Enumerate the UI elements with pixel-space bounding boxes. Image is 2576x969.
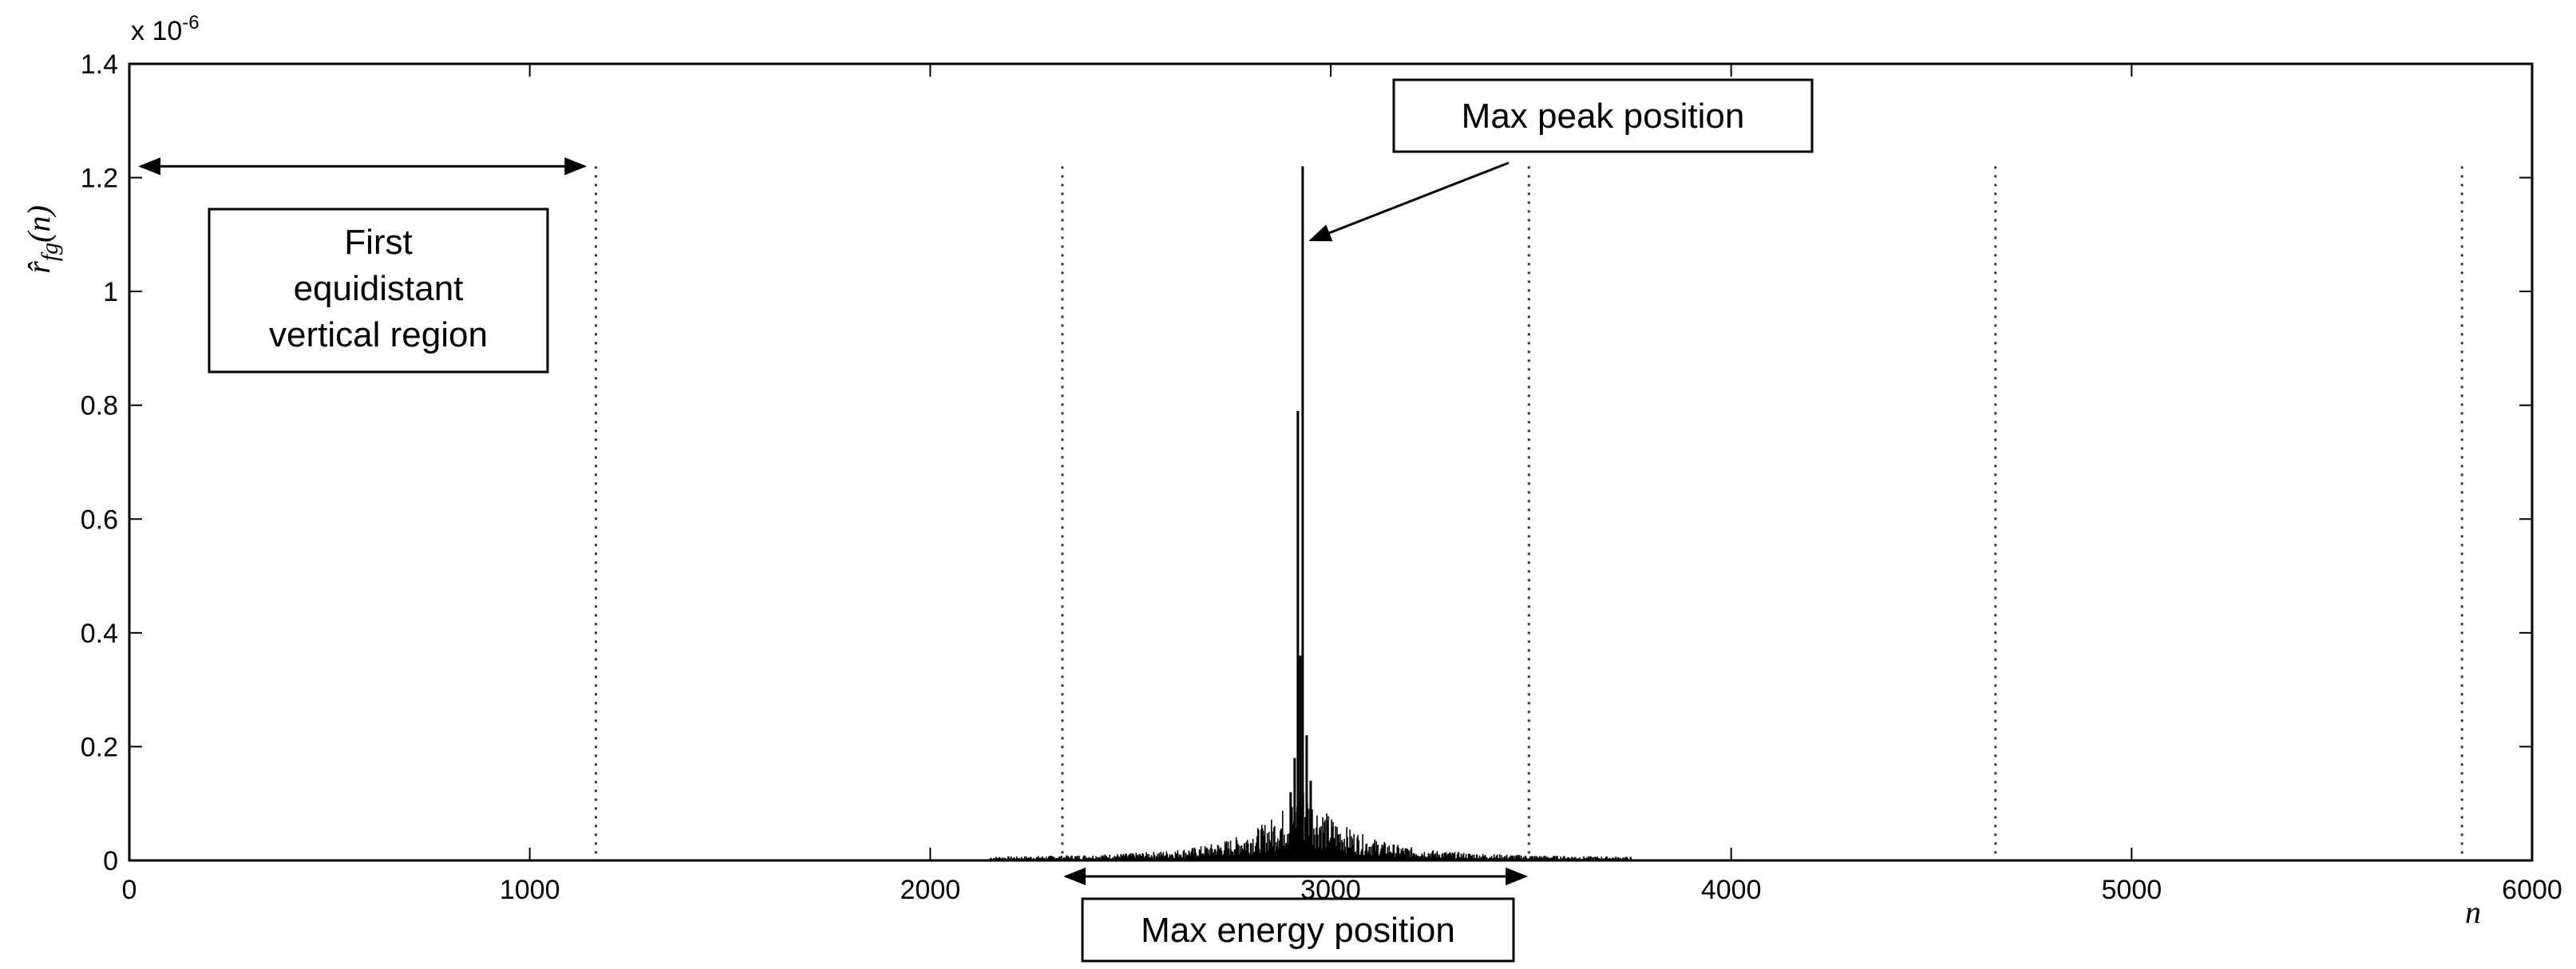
first-region-text: vertical region: [269, 315, 488, 354]
x-tick-label: 6000: [2502, 875, 2562, 905]
y-axis-label: r̂fg(n): [21, 205, 63, 274]
first-region-box: [208, 208, 549, 374]
max-peak-arrow: [1308, 161, 1510, 242]
x-tick-label: 5000: [2102, 875, 2162, 905]
exponent-power: -6: [182, 12, 199, 34]
first-region-text: First: [344, 223, 413, 262]
max-peak-box: [1392, 78, 1814, 153]
x-tick-label: 0: [122, 875, 137, 905]
plot-area: [128, 62, 2534, 862]
y-tick-label: 0: [103, 846, 118, 876]
first-region-text: equidistant: [294, 269, 464, 308]
y-axis: 0 0.2 0.4 0.6 0.8 1 1.2 1.4: [81, 49, 2532, 876]
y-tick-label: 1.4: [81, 49, 118, 80]
max-peak-text: Max peak position: [1462, 97, 1745, 136]
max-energy-text: Max energy position: [1141, 911, 1455, 950]
max-energy-box: [1081, 897, 1515, 963]
y-tick-label: 0.4: [81, 619, 118, 649]
annotations: First equidistant vertical region Max peak …: [138, 78, 1814, 963]
x-tick-label: 4000: [1701, 875, 1762, 905]
x-tick-label: 2000: [900, 875, 961, 905]
y-tick-label: 0.6: [81, 504, 118, 535]
signal-series: [989, 166, 1632, 860]
y-tick-label: 0.8: [81, 391, 118, 421]
signal-noise: [989, 793, 1632, 860]
exponent-label: x 10-6: [131, 12, 200, 46]
x-tick-label: 1000: [500, 875, 560, 905]
y-tick-label: 1.2: [81, 164, 118, 194]
y-tick-label: 0.2: [81, 732, 118, 762]
y-tick-label: 1: [103, 277, 118, 307]
x-axis-label: n: [2465, 894, 2481, 930]
vertical-dividers: [594, 166, 2463, 860]
